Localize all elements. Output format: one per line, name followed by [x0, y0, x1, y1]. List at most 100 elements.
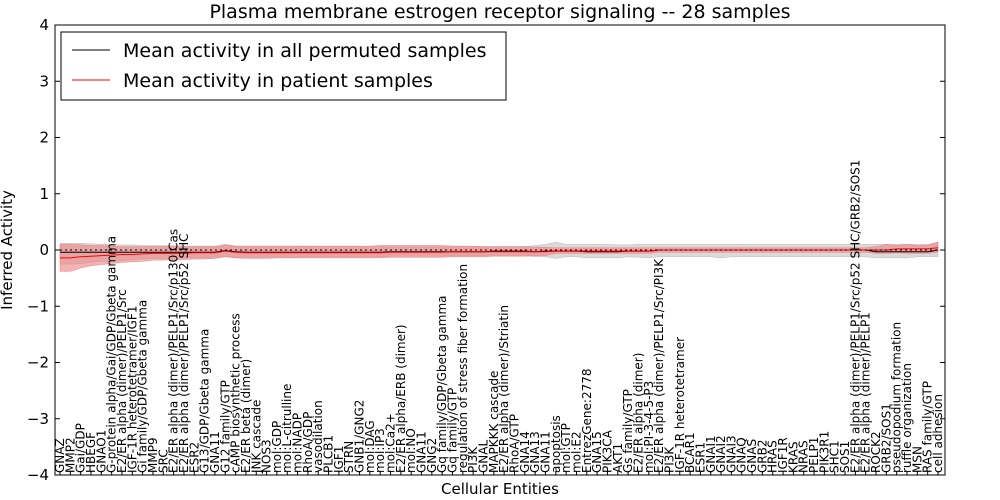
- x-category-label: PIK3R1: [817, 431, 831, 473]
- x-category-label: RAS family/GTP: [921, 381, 935, 473]
- y-axis-ticks: −4 −3 −2 −1 0 1 2 3 4: [27, 16, 945, 484]
- x-category-label: GNA11: [415, 431, 429, 473]
- confidence-bands: [59, 241, 939, 272]
- x-category-label: mol:NADP: [291, 413, 305, 473]
- x-category-label: G12 family/GTP: [218, 380, 232, 473]
- x-category-label: Gq family/GDP/Gbeta gamma: [435, 295, 449, 473]
- x-category-label: MMP2: [63, 437, 77, 473]
- x-category-label: E2/ER alpha (dimer)/Striatin: [497, 305, 511, 473]
- x-category-label: E2/ER alpha (dimer)/PELP1/Src: [115, 289, 129, 473]
- x-category-label: GNAO1: [94, 430, 108, 473]
- y-tick-label: −4: [27, 466, 49, 484]
- x-category-label: SOS1: [838, 441, 852, 473]
- x-category-label: mol:DAG: [363, 420, 377, 473]
- x-category-label: vasodilation: [311, 400, 325, 473]
- x-category-label: MAPKKK cascade: [487, 371, 501, 473]
- x-category-label: SHC1: [828, 440, 842, 473]
- x-category-label: GNAI3: [724, 435, 738, 473]
- x-category-label: Gi family/GDP/Gbeta gamma: [136, 300, 150, 473]
- y-tick-label: −2: [27, 354, 49, 372]
- x-category-label: PLCB1: [322, 435, 336, 473]
- x-category-label: HRAS: [766, 440, 780, 473]
- x-category-label: PI3K: [662, 446, 676, 473]
- y-tick-label: 2: [39, 129, 49, 147]
- y-tick-label: 3: [39, 72, 49, 90]
- x-category-label: PIK3CA: [601, 429, 615, 473]
- x-category-label: NRAS: [797, 440, 811, 473]
- x-category-label: GNAL: [477, 440, 491, 473]
- x-category-label: GNAI1: [704, 435, 718, 473]
- x-category-label: GNG2: [425, 438, 439, 473]
- x-category-label: G13/GDP/Gbeta gamma: [198, 329, 212, 473]
- x-category-label: EntrezGene:2778: [580, 369, 594, 474]
- x-category-label: pseudopodium formation: [890, 322, 904, 473]
- x-category-label: ESR1: [693, 442, 707, 473]
- x-category-label: IGF1: [332, 446, 346, 473]
- x-category-label: mol:Ca2+: [384, 413, 398, 473]
- x-category-label: IGF-1R heterotetramer: [673, 337, 687, 473]
- x-category-label: SRC: [156, 449, 170, 473]
- x-category-label: E2/ER alpha (dimer): [631, 353, 645, 473]
- x-category-label: PI3K: [466, 446, 480, 473]
- x-category-label: GNA11: [208, 431, 222, 473]
- x-category-label: MSN: [910, 446, 924, 473]
- x-category-label: GNB1/GNG2: [353, 400, 367, 473]
- x-category-label: GNA11: [539, 431, 553, 473]
- x-category-label: GRB2: [755, 439, 769, 473]
- chart-title: Plasma membrane estrogen receptor signal…: [209, 1, 790, 23]
- x-category-label: ROCK2: [869, 431, 883, 473]
- x-category-label: KRAS: [786, 441, 800, 473]
- x-category-label: ruffle organization: [900, 363, 914, 473]
- x-category-label: RhoA/GTP: [508, 414, 522, 473]
- y-axis-label: Inferred Activity: [0, 190, 16, 310]
- y-tick-label: −3: [27, 410, 49, 428]
- band-patient: [59, 241, 939, 272]
- x-category-label: IGF-1R heterotetramer/IGF1: [125, 306, 139, 473]
- x-category-label: regulation of stress fiber formation: [456, 264, 470, 473]
- legend-entry-permuted: Mean activity in all permuted samples: [123, 40, 486, 62]
- x-category-label: Gai/GDP: [74, 423, 88, 473]
- x-category-label: GNAS: [745, 439, 759, 473]
- x-category-label: cAMP biosynthetic process: [229, 313, 243, 473]
- x-category-label: E2/ER alpha (dimer)/PELP1/Src/PI3K: [652, 258, 666, 473]
- x-category-label: apoptosis: [549, 415, 563, 473]
- y-tick-label: 0: [39, 241, 49, 259]
- x-category-label: mol:GTP: [559, 423, 573, 473]
- x-category-label: Gq family/GTP: [446, 388, 460, 473]
- x-category-label: ESR2: [187, 442, 201, 473]
- x-category-label: mol:IP3: [373, 428, 387, 473]
- x-category-label: STRN: [342, 441, 356, 473]
- x-category-label: mol:NO: [404, 428, 418, 473]
- x-category-label: E2/ER alpha/ERB (dimer): [394, 324, 408, 473]
- x-axis-label: Cellular Entities: [441, 480, 559, 498]
- x-category-label: cell adhesion: [931, 394, 945, 473]
- x-category-label: mol:GDP: [270, 421, 284, 473]
- legend-frame: [60, 31, 507, 101]
- x-category-label: E2/ER alpha (dimer)/PELP1/Src/p52 SHC/GR…: [848, 160, 862, 473]
- x-category-label: NOS3: [260, 439, 274, 473]
- x-category-label: BCAR1: [683, 432, 697, 473]
- x-category-label: IGF1R: [776, 437, 790, 473]
- y-tick-label: −1: [27, 297, 49, 315]
- legend: Mean activity in all permuted samples Me…: [60, 31, 507, 101]
- x-category-label: PELP1: [807, 437, 821, 473]
- x-category-label: GNAQ: [735, 437, 749, 473]
- x-category-label: JNK cascade: [249, 400, 263, 474]
- x-category-label: GNA14: [518, 431, 532, 473]
- legend-entry-patient: Mean activity in patient samples: [123, 70, 433, 92]
- x-category-label: E2/ER alpha (dimer)/PELP1: [859, 312, 873, 473]
- x-category-label: Gs family/GTP: [621, 389, 635, 473]
- x-category-label: G-protein alpha/Gai/GDP/Gbeta gamma: [105, 236, 119, 473]
- x-category-label: mol:PI-3-4-5-P3: [642, 381, 656, 473]
- x-category-label: MMP9: [146, 437, 160, 473]
- y-tick-label: 4: [39, 16, 49, 34]
- x-category-label: GRB2/SOS1: [879, 403, 893, 473]
- x-category-label: E2/ER alpha (dimer)/PELP1/Src/p52 SHC: [177, 233, 191, 473]
- x-category-label: mol:E2: [570, 431, 584, 473]
- y-tick-label: 1: [39, 185, 49, 203]
- x-category-label: GNAZ: [53, 438, 67, 473]
- x-category-label: E2/ER alpha (dimer)/PELP1/Src/p130 Cas: [167, 229, 181, 473]
- x-category-label: E2/ER beta (dimer): [239, 359, 253, 473]
